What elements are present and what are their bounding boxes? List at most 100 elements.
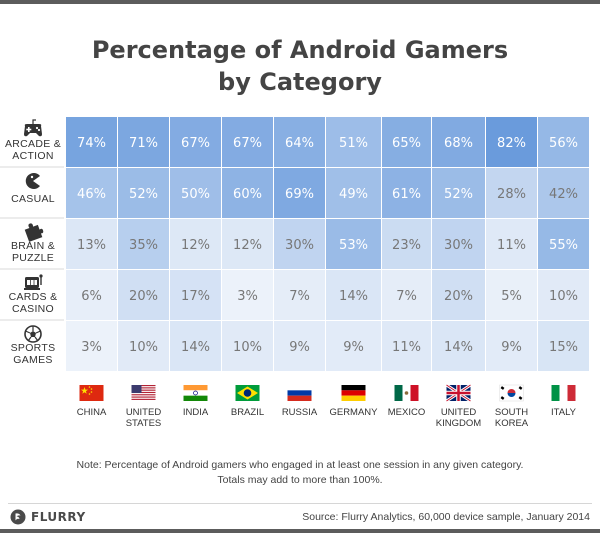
heatmap-cell xyxy=(118,168,169,218)
column-label: UNITED xyxy=(441,407,477,418)
heatmap-cell xyxy=(66,321,117,371)
column-label: STATES xyxy=(126,418,162,429)
footer-divider xyxy=(8,503,592,504)
cell-value-label: 60% xyxy=(233,187,262,202)
column-label: ITALY xyxy=(551,407,577,418)
heatmap-cell xyxy=(486,270,537,320)
column-label: SOUTH xyxy=(495,407,528,418)
heatmap-cell xyxy=(274,117,325,167)
usa-flag-icon xyxy=(131,385,156,400)
heatmap-cell xyxy=(274,270,325,320)
heatmap-cell xyxy=(432,219,485,269)
russia-flag-icon xyxy=(287,385,312,401)
cell-value-label: 5% xyxy=(501,289,522,304)
flurry-logo-icon xyxy=(10,509,26,525)
cell-value-label: 30% xyxy=(444,238,473,253)
cell-value-label: 13% xyxy=(77,238,106,253)
south-korea-flag-icon xyxy=(499,384,524,402)
chart-note: Note: Percentage of Android gamers who e… xyxy=(0,458,600,488)
row-label: CARDS & xyxy=(9,291,58,303)
heatmap-cell xyxy=(382,168,431,218)
infographic: Percentage of Android Gamers by Category… xyxy=(0,4,600,529)
row-label: GAMES xyxy=(13,354,52,366)
cell-value-label: 65% xyxy=(392,136,421,151)
italy-flag-icon xyxy=(551,385,576,401)
heatmap-cell xyxy=(222,117,273,167)
china-flag-icon xyxy=(79,385,104,401)
gamepad-icon xyxy=(24,119,42,137)
chart-title-line-2: by Category xyxy=(218,68,382,96)
column-label: KINGDOM xyxy=(436,418,481,429)
cell-value-label: 11% xyxy=(392,340,421,355)
heatmap-cell xyxy=(538,321,589,371)
heatmap-cell xyxy=(486,321,537,371)
slot-machine-icon xyxy=(24,274,43,290)
cell-value-label: 7% xyxy=(289,289,310,304)
row-label: ACTION xyxy=(12,150,53,162)
heatmap-cell xyxy=(432,117,485,167)
heatmap-cell xyxy=(538,168,589,218)
cell-value-label: 11% xyxy=(497,238,526,253)
heatmap-cell xyxy=(274,168,325,218)
heatmap-cell xyxy=(170,270,221,320)
cell-value-label: 30% xyxy=(285,238,314,253)
cell-value-label: 64% xyxy=(285,136,314,151)
heatmap-cell xyxy=(222,270,273,320)
cell-value-label: 61% xyxy=(392,187,421,202)
heatmap-cell xyxy=(382,321,431,371)
cell-value-label: 14% xyxy=(444,340,473,355)
cell-value-label: 42% xyxy=(549,187,578,202)
heatmap-cell xyxy=(222,168,273,218)
column-label: MEXICO xyxy=(388,407,425,418)
cell-value-label: 12% xyxy=(233,238,262,253)
heatmap-cell xyxy=(222,321,273,371)
cell-value-label: 52% xyxy=(444,187,473,202)
cell-value-label: 71% xyxy=(129,136,158,151)
heatmap-cell xyxy=(170,117,221,167)
heatmap-cell xyxy=(432,168,485,218)
row-label: BRAIN & xyxy=(11,240,55,252)
cell-value-label: 17% xyxy=(181,289,210,304)
cell-value-label: 74% xyxy=(77,136,106,151)
cell-value-label: 46% xyxy=(77,187,106,202)
heatmap-cell xyxy=(326,219,381,269)
cell-value-label: 14% xyxy=(181,340,210,355)
heatmap-cell xyxy=(432,270,485,320)
cell-value-label: 3% xyxy=(81,340,102,355)
cell-value-label: 55% xyxy=(549,238,578,253)
heatmap-cell xyxy=(326,321,381,371)
brazil-flag-icon xyxy=(235,385,260,401)
cell-value-label: 82% xyxy=(497,136,526,151)
heatmap-cell xyxy=(118,117,169,167)
soccer-ball-icon xyxy=(24,325,42,343)
cell-value-label: 68% xyxy=(444,136,473,151)
cell-value-label: 35% xyxy=(129,238,158,253)
heatmap-cell xyxy=(66,117,117,167)
cell-value-label: 50% xyxy=(181,187,210,202)
source-text: Source: Flurry Analytics, 60,000 device … xyxy=(302,511,590,523)
cell-value-label: 9% xyxy=(343,340,364,355)
pacman-icon xyxy=(25,173,40,189)
column-label: RUSSIA xyxy=(282,407,318,418)
heatmap-cell xyxy=(66,270,117,320)
heatmap-cell xyxy=(486,168,537,218)
chart-note-line-1: Note: Percentage of Android gamers who e… xyxy=(76,459,524,471)
heatmap-cell xyxy=(118,219,169,269)
row-label: PUZZLE xyxy=(12,252,54,264)
column-label: KOREA xyxy=(495,418,529,429)
mexico-flag-icon xyxy=(394,385,419,401)
column-label: GERMANY xyxy=(329,407,378,418)
cell-value-label: 53% xyxy=(339,238,368,253)
cell-value-label: 10% xyxy=(549,289,578,304)
heatmap-cell xyxy=(170,219,221,269)
brand-name: FLURRY xyxy=(31,510,86,524)
cell-value-label: 6% xyxy=(81,289,102,304)
cell-value-label: 51% xyxy=(339,136,368,151)
uk-flag-icon xyxy=(445,383,472,403)
cell-value-label: 67% xyxy=(233,136,262,151)
heatmap-cell xyxy=(274,219,325,269)
cell-value-label: 14% xyxy=(339,289,368,304)
cell-value-label: 10% xyxy=(129,340,158,355)
heatmap-cell xyxy=(118,270,169,320)
column-label: UNITED xyxy=(126,407,162,418)
